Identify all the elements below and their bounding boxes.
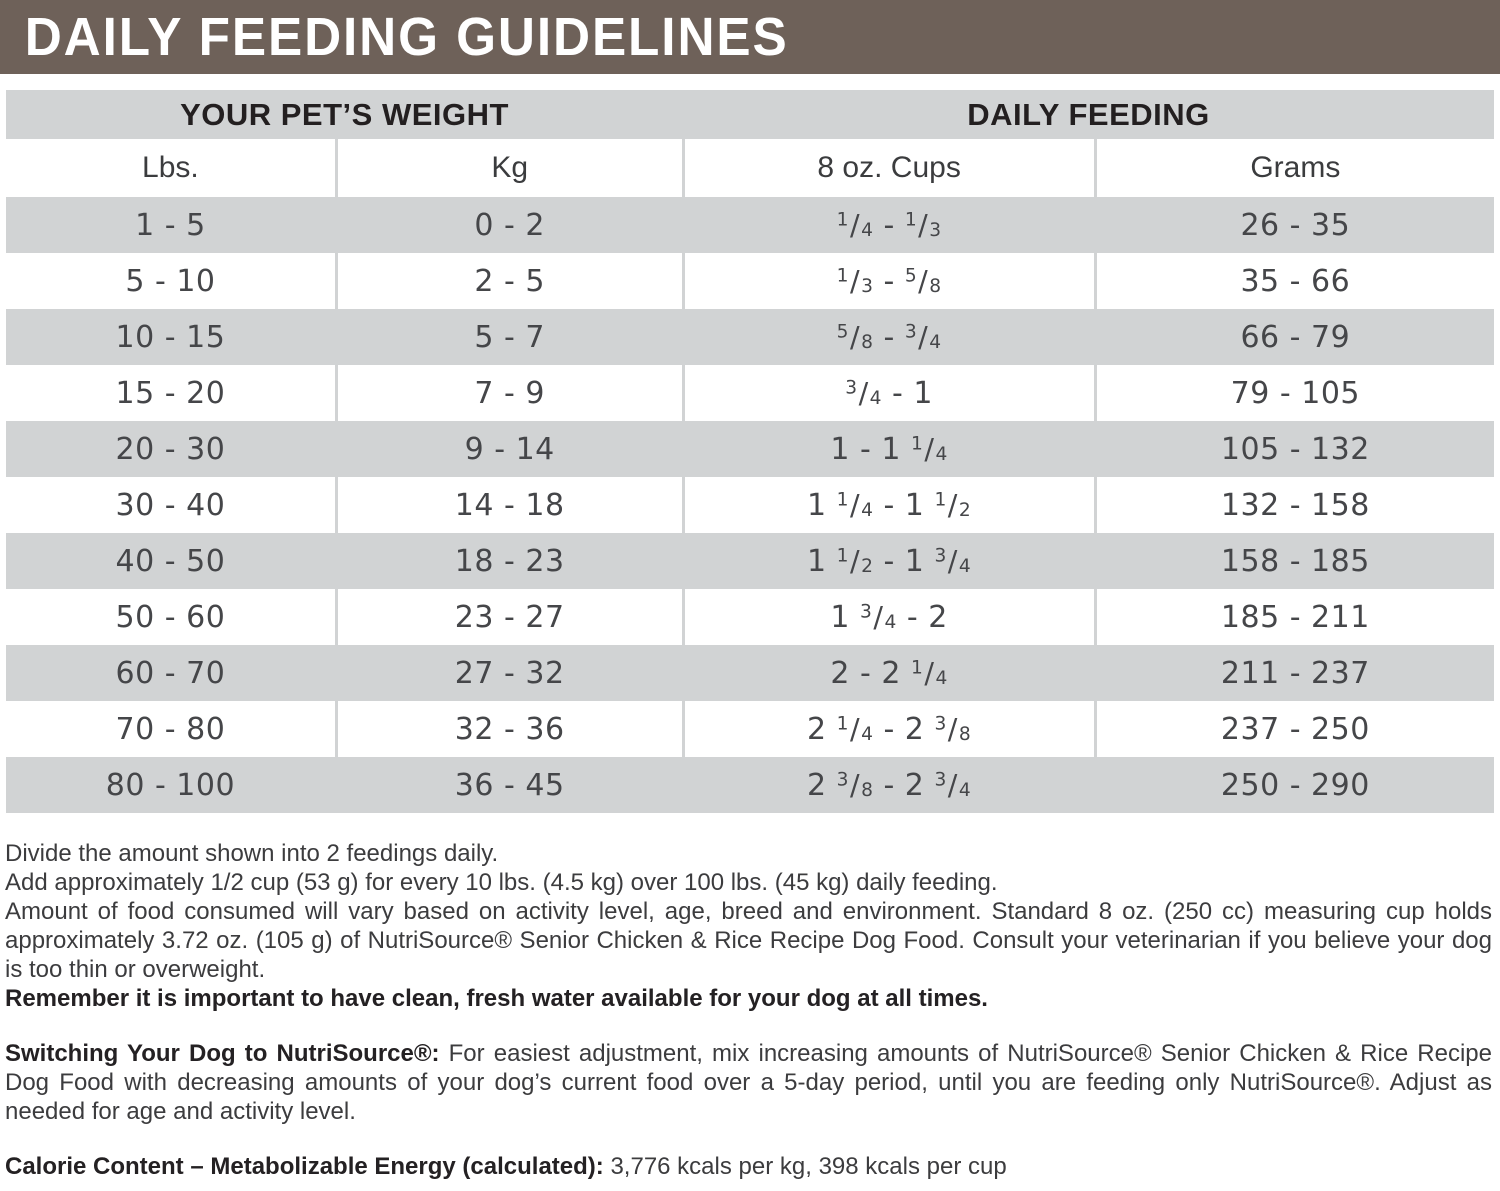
note-paragraph: Remember it is important to have clean, … xyxy=(5,984,1492,1013)
cell-grams: 79 - 105 xyxy=(1093,365,1494,421)
cell-cups: 1/4 - 1/3 xyxy=(681,197,1096,253)
cell-lbs: 15 - 20 xyxy=(115,375,226,411)
cell-kg: 32 - 36 xyxy=(334,701,684,757)
cell-kg: 0 - 2 xyxy=(334,197,684,253)
note-paragraph: Divide the amount shown into 2 feedings … xyxy=(5,839,1492,868)
note-paragraph: Add approximately 1/2 cup (53 g) for eve… xyxy=(5,868,1492,897)
cell-kg: 9 - 14 xyxy=(334,421,684,477)
group-header-row: YOUR PET’S WEIGHT DAILY FEEDING xyxy=(6,90,1494,139)
banner: DAILY FEEDING GUIDELINES xyxy=(0,0,1500,74)
cell-kg: 7 - 9 xyxy=(334,365,684,421)
cell-kg: 14 - 18 xyxy=(334,477,684,533)
table-row: 80 - 100 36 - 45 2 3/8 - 2 3/4 250 - 290 xyxy=(6,757,1494,813)
table-row: 70 - 80 32 - 36 2 1/4 - 2 3/8 237 - 250 xyxy=(6,701,1494,757)
feeding-table-wrap: YOUR PET’S WEIGHT DAILY FEEDING Lbs. Kg … xyxy=(6,90,1494,813)
feeding-notes: Divide the amount shown into 2 feedings … xyxy=(5,839,1492,1181)
cell-grams: 105 - 132 xyxy=(1093,421,1494,477)
cell-kg: 18 - 23 xyxy=(334,533,684,589)
cell-kg: 2 - 5 xyxy=(334,253,684,309)
note-text-bold: Calorie Content – Metabolizable Energy (… xyxy=(5,1153,611,1180)
table-row: 10 - 15 5 - 7 5/8 - 3/4 66 - 79 xyxy=(6,309,1494,365)
cell-lbs: 50 - 60 xyxy=(115,599,226,635)
cell-grams: 35 - 66 xyxy=(1093,253,1494,309)
cell-cups: 2 - 2 1/4 xyxy=(681,645,1096,701)
note-text: Add approximately 1/2 cup (53 g) for eve… xyxy=(5,869,998,896)
table-row: 15 - 20 7 - 9 3/4 - 1 79 - 105 xyxy=(6,365,1494,421)
cell-cups: 1 3/4 - 2 xyxy=(681,589,1096,645)
cell-cups: 1 1/2 - 1 3/4 xyxy=(681,533,1096,589)
feeding-table-body: 1 - 5 0 - 2 1/4 - 1/3 26 - 35 5 - 10 2 -… xyxy=(6,197,1494,813)
note-text-bold: Remember it is important to have clean, … xyxy=(5,985,988,1012)
cell-lbs: 30 - 40 xyxy=(115,487,226,523)
cell-cups: 1/3 - 5/8 xyxy=(681,253,1096,309)
cell-kg: 36 - 45 xyxy=(334,757,684,813)
cell-cups: 2 3/8 - 2 3/4 xyxy=(681,757,1096,813)
note-paragraph: Calorie Content – Metabolizable Energy (… xyxy=(5,1152,1492,1181)
cell-cups: 5/8 - 3/4 xyxy=(681,309,1096,365)
cell-kg: 5 - 7 xyxy=(334,309,684,365)
cell-grams: 185 - 211 xyxy=(1093,589,1494,645)
cell-lbs: 1 - 5 xyxy=(135,207,206,243)
note-text: Amount of food consumed will vary based … xyxy=(5,898,1492,983)
cell-cups: 2 1/4 - 2 3/8 xyxy=(681,701,1096,757)
cell-grams: 66 - 79 xyxy=(1093,309,1494,365)
cell-lbs: 10 - 15 xyxy=(115,319,226,355)
note-paragraph: Amount of food consumed will vary based … xyxy=(5,897,1492,984)
cell-lbs: 80 - 100 xyxy=(105,767,236,803)
column-header-row: Lbs. Kg 8 oz. Cups Grams xyxy=(6,139,1494,197)
note-text: For easiest adjustment, mix increasing a… xyxy=(5,1040,1492,1125)
note-text: 3,776 kcals per kg, 398 kcals per cup xyxy=(610,1153,1007,1180)
cell-grams: 26 - 35 xyxy=(1093,197,1494,253)
cell-grams: 237 - 250 xyxy=(1093,701,1494,757)
cell-lbs: 40 - 50 xyxy=(115,543,226,579)
column-header-grams: Grams xyxy=(1093,139,1494,197)
cell-kg: 27 - 32 xyxy=(334,645,684,701)
note-text: Divide the amount shown into 2 feedings … xyxy=(5,840,499,867)
table-row: 50 - 60 23 - 27 1 3/4 - 2 185 - 211 xyxy=(6,589,1494,645)
table-row: 1 - 5 0 - 2 1/4 - 1/3 26 - 35 xyxy=(6,197,1494,253)
cell-grams: 250 - 290 xyxy=(1093,757,1494,813)
cell-cups: 1 1/4 - 1 1/2 xyxy=(681,477,1096,533)
table-row: 20 - 30 9 - 14 1 - 1 1/4 105 - 132 xyxy=(6,421,1494,477)
page-title: DAILY FEEDING GUIDELINES xyxy=(24,7,789,67)
table-row: 30 - 40 14 - 18 1 1/4 - 1 1/2 132 - 158 xyxy=(6,477,1494,533)
cell-cups: 3/4 - 1 xyxy=(681,365,1096,421)
column-header-cups: 8 oz. Cups xyxy=(681,139,1096,197)
table-row: 60 - 70 27 - 32 2 - 2 1/4 211 - 237 xyxy=(6,645,1494,701)
cell-lbs: 70 - 80 xyxy=(115,711,226,747)
cell-kg: 23 - 27 xyxy=(334,589,684,645)
note-paragraph: Switching Your Dog to NutriSource®: For … xyxy=(5,1039,1492,1126)
cell-lbs: 60 - 70 xyxy=(115,655,226,691)
cell-grams: 132 - 158 xyxy=(1093,477,1494,533)
cell-grams: 158 - 185 xyxy=(1093,533,1494,589)
cell-cups: 1 - 1 1/4 xyxy=(681,421,1096,477)
group-header-daily-feeding: DAILY FEEDING xyxy=(683,90,1494,139)
note-text-bold: Switching Your Dog to NutriSource®: xyxy=(5,1040,449,1067)
table-row: 40 - 50 18 - 23 1 1/2 - 1 3/4 158 - 185 xyxy=(6,533,1494,589)
column-header-lbs: Lbs. xyxy=(6,139,337,197)
column-header-kg: Kg xyxy=(334,139,684,197)
cell-lbs: 20 - 30 xyxy=(115,431,226,467)
feeding-table: YOUR PET’S WEIGHT DAILY FEEDING Lbs. Kg … xyxy=(6,90,1494,813)
cell-grams: 211 - 237 xyxy=(1093,645,1494,701)
table-row: 5 - 10 2 - 5 1/3 - 5/8 35 - 66 xyxy=(6,253,1494,309)
cell-lbs: 5 - 10 xyxy=(125,263,216,299)
group-header-pet-weight: YOUR PET’S WEIGHT xyxy=(6,90,684,139)
